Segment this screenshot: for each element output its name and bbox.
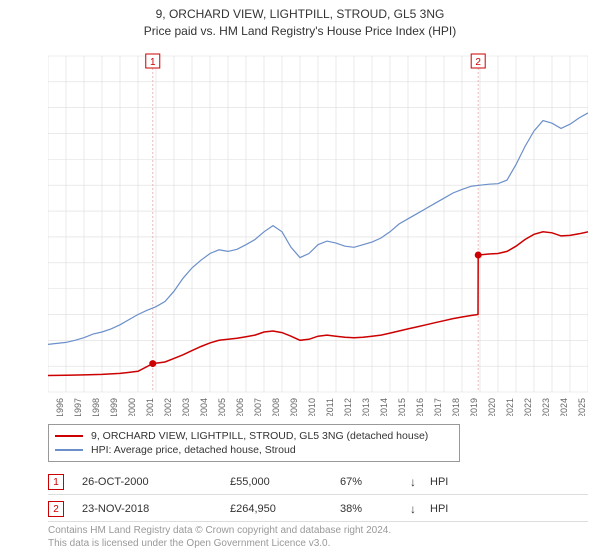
svg-text:2: 2 xyxy=(475,57,481,68)
svg-text:2014: 2014 xyxy=(379,398,389,416)
sale-marker-box-1: 1 xyxy=(48,474,64,490)
svg-text:2001: 2001 xyxy=(145,398,155,416)
sale-date-1: 26-OCT-2000 xyxy=(82,476,230,488)
sale-arrow-1: ↓ xyxy=(410,475,430,489)
svg-text:2012: 2012 xyxy=(343,398,353,416)
legend-row-hpi: HPI: Average price, detached house, Stro… xyxy=(55,443,453,457)
svg-text:2021: 2021 xyxy=(505,398,515,416)
svg-text:2020: 2020 xyxy=(487,398,497,416)
svg-text:2022: 2022 xyxy=(523,398,533,416)
chart-container: 9, ORCHARD VIEW, LIGHTPILL, STROUD, GL5 … xyxy=(0,0,600,560)
title-block: 9, ORCHARD VIEW, LIGHTPILL, STROUD, GL5 … xyxy=(0,0,600,40)
sale-change-2: 38% xyxy=(340,503,410,515)
chart-area: £0£50K£100K£150K£200K£250K£300K£350K£400… xyxy=(48,44,588,416)
svg-text:2024: 2024 xyxy=(559,398,569,416)
svg-text:2008: 2008 xyxy=(271,398,281,416)
sale-ref-2: HPI xyxy=(430,503,464,515)
svg-text:2007: 2007 xyxy=(253,398,263,416)
legend-box: 9, ORCHARD VIEW, LIGHTPILL, STROUD, GL5 … xyxy=(48,424,460,462)
title-line-2: Price paid vs. HM Land Registry's House … xyxy=(0,23,600,40)
svg-text:2009: 2009 xyxy=(289,398,299,416)
svg-text:1998: 1998 xyxy=(91,398,101,416)
svg-text:2000: 2000 xyxy=(127,398,137,416)
svg-text:2023: 2023 xyxy=(541,398,551,416)
sale-date-2: 23-NOV-2018 xyxy=(82,503,230,515)
footer-line-1: Contains HM Land Registry data © Crown c… xyxy=(48,524,391,537)
sales-table: 1 26-OCT-2000 £55,000 67% ↓ HPI 2 23-NOV… xyxy=(48,468,588,522)
svg-text:2013: 2013 xyxy=(361,398,371,416)
svg-text:1999: 1999 xyxy=(109,398,119,416)
legend-row-price-paid: 9, ORCHARD VIEW, LIGHTPILL, STROUD, GL5 … xyxy=(55,429,453,443)
title-line-1: 9, ORCHARD VIEW, LIGHTPILL, STROUD, GL5 … xyxy=(0,6,600,23)
sale-ref-1: HPI xyxy=(430,476,464,488)
sale-arrow-2: ↓ xyxy=(410,502,430,516)
sale-price-2: £264,950 xyxy=(230,503,340,515)
svg-text:2016: 2016 xyxy=(415,398,425,416)
sale-change-1: 67% xyxy=(340,476,410,488)
svg-text:2025: 2025 xyxy=(577,398,587,416)
svg-text:2010: 2010 xyxy=(307,398,317,416)
svg-text:2003: 2003 xyxy=(181,398,191,416)
svg-text:2002: 2002 xyxy=(163,398,173,416)
svg-text:1997: 1997 xyxy=(73,398,83,416)
sale-price-1: £55,000 xyxy=(230,476,340,488)
svg-text:2015: 2015 xyxy=(397,398,407,416)
footer-line-2: This data is licensed under the Open Gov… xyxy=(48,537,391,550)
legend-swatch-price-paid xyxy=(55,435,83,437)
svg-text:2017: 2017 xyxy=(433,398,443,416)
svg-text:1: 1 xyxy=(150,57,156,68)
svg-text:2011: 2011 xyxy=(325,398,335,416)
svg-text:2006: 2006 xyxy=(235,398,245,416)
footer: Contains HM Land Registry data © Crown c… xyxy=(48,524,391,550)
legend-swatch-hpi xyxy=(55,449,83,451)
sale-row-2: 2 23-NOV-2018 £264,950 38% ↓ HPI xyxy=(48,495,588,522)
sale-row-1: 1 26-OCT-2000 £55,000 67% ↓ HPI xyxy=(48,468,588,495)
chart-svg: £0£50K£100K£150K£200K£250K£300K£350K£400… xyxy=(48,44,588,416)
legend-label-hpi: HPI: Average price, detached house, Stro… xyxy=(91,444,296,456)
svg-text:2005: 2005 xyxy=(217,398,227,416)
svg-text:2018: 2018 xyxy=(451,398,461,416)
svg-text:2004: 2004 xyxy=(199,398,209,416)
svg-text:1996: 1996 xyxy=(55,398,65,416)
svg-text:2019: 2019 xyxy=(469,398,479,416)
sale-marker-box-2: 2 xyxy=(48,501,64,517)
legend-label-price-paid: 9, ORCHARD VIEW, LIGHTPILL, STROUD, GL5 … xyxy=(91,430,428,442)
